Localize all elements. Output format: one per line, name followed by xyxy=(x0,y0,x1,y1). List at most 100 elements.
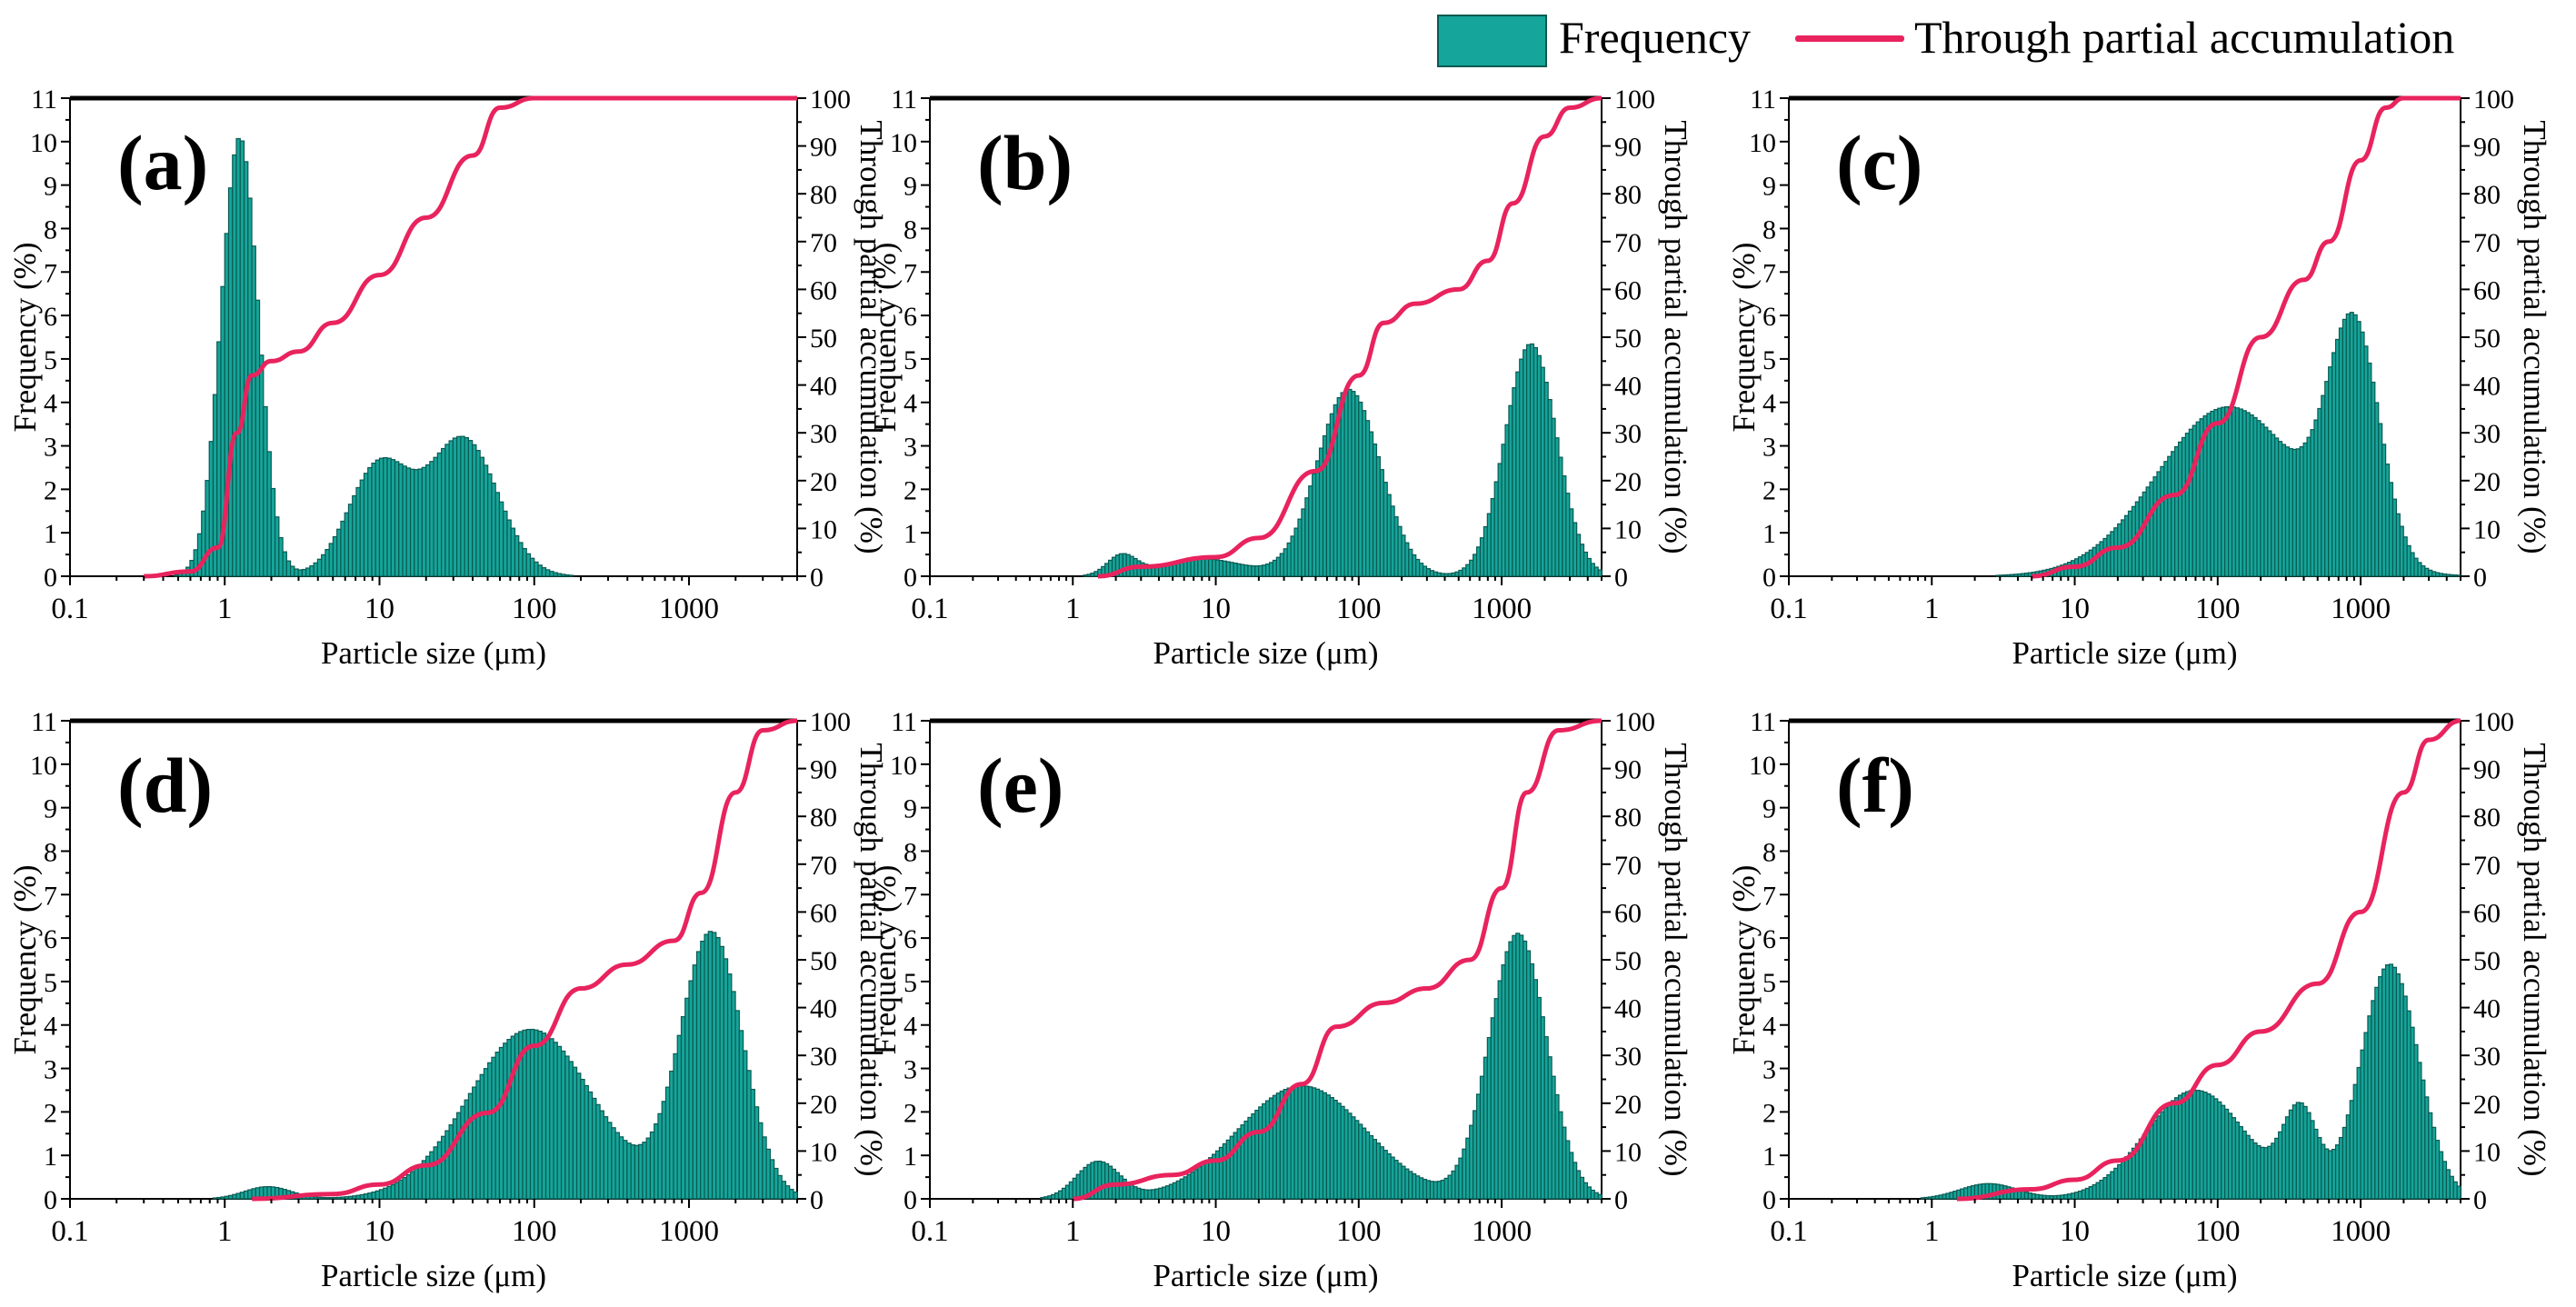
y2-tick-label: 0 xyxy=(810,1185,824,1215)
panel-label: (f) xyxy=(1836,742,1914,829)
frequency-bar xyxy=(352,1195,357,1200)
y2-tick-label: 40 xyxy=(810,994,837,1024)
x-tick-label: 0.1 xyxy=(51,593,88,625)
frequency-bar xyxy=(584,1084,589,1200)
x-axis-label: Particle size (μm) xyxy=(1153,635,1378,671)
frequency-bar xyxy=(688,980,694,1200)
frequency-bar xyxy=(433,1146,438,1200)
frequency-bar xyxy=(599,1110,604,1200)
frequency-bar xyxy=(433,456,438,577)
x-tick-label: 10 xyxy=(2060,593,2090,625)
frequency-bar xyxy=(444,444,450,577)
y-tick-label: 0 xyxy=(1762,1185,1776,1215)
y2-tick-label: 70 xyxy=(810,851,837,881)
frequency-bar xyxy=(383,456,388,577)
x-tick-label: 1 xyxy=(1924,593,1940,625)
y2-tick-label: 0 xyxy=(2473,1185,2487,1215)
y-tick-label: 7 xyxy=(44,881,57,911)
frequency-bar xyxy=(285,560,292,577)
y-tick-label: 0 xyxy=(44,563,57,593)
frequency-bar xyxy=(595,1103,601,1200)
frequency-bar xyxy=(460,435,465,577)
frequency-bar xyxy=(758,1122,764,1200)
y2-tick-label: 50 xyxy=(1614,324,1642,354)
frequency-bar xyxy=(212,1197,218,1200)
y-tick-label: 4 xyxy=(1762,389,1776,419)
frequency-bar xyxy=(414,1167,419,1200)
y2-tick-label: 20 xyxy=(2473,1090,2501,1120)
y-tick-label: 2 xyxy=(904,475,917,505)
y-tick-label: 1 xyxy=(904,519,917,549)
frequency-bar xyxy=(359,1193,365,1200)
frequency-bar xyxy=(645,1137,652,1200)
frequency-bar xyxy=(328,543,334,577)
frequency-bar xyxy=(274,516,280,577)
chart-panel-a: 0.1 1 10 100 1000012345678910110102030405060… xyxy=(7,85,889,671)
y2-tick-label: 10 xyxy=(1614,514,1642,544)
y2-tick-label: 60 xyxy=(810,898,837,928)
frequency-bar xyxy=(684,997,690,1200)
frequency-bar xyxy=(472,444,477,577)
frequency-bar xyxy=(417,1163,423,1200)
y-tick-label: 4 xyxy=(904,1012,917,1042)
x-tick-label: 0.1 xyxy=(911,593,948,625)
frequency-bar xyxy=(255,299,261,577)
frequency-bar xyxy=(290,565,295,577)
y2-tick-label: 80 xyxy=(1614,803,1642,833)
frequency-bar xyxy=(424,464,431,577)
panel-label: (a) xyxy=(117,119,208,206)
y2-tick-label: 50 xyxy=(1614,946,1642,976)
frequency-bar xyxy=(235,137,241,577)
frequency-bar xyxy=(239,140,245,577)
y2-tick-label: 90 xyxy=(810,755,837,785)
y-tick-label: 3 xyxy=(904,1055,917,1085)
y-tick-label: 10 xyxy=(1749,751,1776,781)
y-tick-label: 11 xyxy=(1750,707,1776,737)
cumulative-line xyxy=(144,95,797,579)
frequency-bar xyxy=(503,510,508,577)
x-tick-label: 0.1 xyxy=(51,1215,88,1248)
y2-tick-label: 100 xyxy=(1614,707,1655,737)
frequency-bar xyxy=(316,1196,323,1200)
y2-axis-label: Through partial accumulation (%) xyxy=(1658,120,1693,554)
y2-tick-label: 70 xyxy=(2473,851,2501,881)
frequency-bar xyxy=(614,1132,620,1200)
y2-tick-label: 0 xyxy=(1614,563,1628,593)
y-tick-label: 3 xyxy=(904,433,917,463)
y2-tick-label: 0 xyxy=(810,563,824,593)
y-tick-label: 10 xyxy=(890,128,917,158)
frequency-bar xyxy=(483,464,489,577)
x-tick-label: 1 xyxy=(217,593,233,625)
frequency-bar xyxy=(344,1196,350,1200)
y2-tick-label: 80 xyxy=(2473,803,2501,833)
frequency-bar xyxy=(394,1182,400,1200)
y-tick-label: 7 xyxy=(44,258,57,288)
y2-tick-label: 30 xyxy=(1614,419,1642,449)
y2-axis-label: Through partial accumulation (%) xyxy=(854,743,889,1176)
frequency-bar xyxy=(572,1066,578,1200)
frequency-bar xyxy=(429,1151,434,1200)
y-tick-label: 3 xyxy=(44,433,57,463)
y-tick-label: 2 xyxy=(1762,475,1776,505)
frequency-bar xyxy=(676,1034,683,1200)
frequency-bar xyxy=(560,574,566,577)
frequency-bar xyxy=(371,1191,376,1200)
frequency-bar xyxy=(673,1053,678,1200)
frequency-bar xyxy=(626,1142,632,1200)
y-tick-label: 1 xyxy=(1762,1142,1776,1172)
frequency-bar xyxy=(448,1124,454,1200)
frequency-bar xyxy=(750,1088,755,1200)
frequency-bar xyxy=(498,1046,504,1200)
y2-tick-label: 80 xyxy=(810,803,837,833)
y-tick-label: 8 xyxy=(44,215,57,244)
frequency-bar xyxy=(390,459,396,577)
frequency-bar xyxy=(352,494,357,577)
y-tick-label: 7 xyxy=(1762,881,1776,911)
frequency-bar xyxy=(580,1078,585,1200)
frequency-bar xyxy=(784,1185,791,1200)
y2-tick-label: 70 xyxy=(2473,228,2501,258)
frequency-bar xyxy=(444,1130,450,1200)
y-tick-label: 8 xyxy=(904,837,917,867)
y-tick-label: 9 xyxy=(44,794,57,824)
frequency-bar xyxy=(266,451,272,577)
